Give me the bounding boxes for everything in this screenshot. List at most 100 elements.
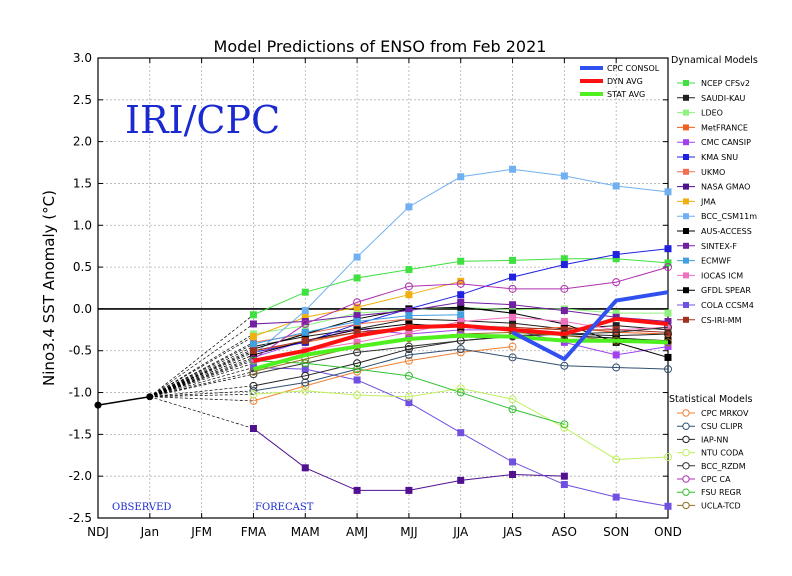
legend-marker-kma-snu [683,154,689,160]
ldeo-point [612,309,620,317]
csu-clipr-point [249,386,258,395]
legend-label: IOCAS ICM [701,271,743,280]
legend-marker-cmc-cansip [683,139,689,146]
legend-label: MetFRANCE [701,123,748,132]
forecast-label: FORECAST [255,502,314,513]
cs-iri-mm-point [301,337,309,345]
iap-nn-point [301,371,310,380]
jan-connector-line [149,348,254,398]
legend-marker-ncep-cfsv2 [683,80,689,86]
fsu-regr-point [301,359,310,368]
iocas-icm-point [353,338,361,346]
cpc-ca-point [508,284,517,293]
ntu-coda-line [253,387,669,460]
x-tick-label: JAS [502,525,522,539]
x-tick-label: JJA [452,525,469,539]
aus-access-point [509,309,517,317]
observed-line [97,395,150,406]
ecmwf-point [301,328,309,336]
jan-connector-line [149,390,254,398]
legend-marker-nasa-gmao [683,183,689,190]
sintex-f-point [353,312,361,320]
y-tick-label: -0.5 [69,344,92,358]
jma-point [301,313,309,321]
csu-clipr-point [560,361,569,370]
cola-ccsm4-point [664,502,672,510]
ecmwf-point [249,340,257,348]
y-tick-label: 0.5 [73,260,92,274]
nasa-gmao-point [509,471,517,479]
legend-label: COLA CCSM4 [701,301,754,310]
legend-marker-csu-clipr [682,422,690,430]
jan-connector-line [149,385,254,398]
legend-label: LDEO [701,109,723,118]
gfdl-spear-point [249,351,257,359]
legend-label: BCC_CSM11m [701,212,757,221]
ecmwf-point [457,311,465,319]
legend-marker-aus-access [683,228,689,234]
legend-label: CPC MRKOV [701,409,749,418]
cpc-mrkov-line [253,346,513,402]
grid-layer [98,58,668,518]
cpc-ca-point [301,319,310,328]
legend-label: CMC CANSIP [701,138,751,147]
fsu-regr-point [508,405,517,414]
jan-connector-line [149,367,254,398]
kma-snu-point [560,261,568,269]
ldeo-point [301,322,309,330]
cpc-mrkov-point [353,367,362,376]
bcc-csm11m-point [353,253,361,261]
fsu-regr-point [560,420,569,429]
sintex-f-point [301,317,309,325]
legend-label: AUS-ACCESS [701,227,752,236]
plot-frame [97,57,669,519]
y-tick-label: 1.0 [73,218,92,232]
legend-label: KMA SNU [701,153,738,162]
bcc-csm11m-point [405,203,413,211]
ncep-cfsv2-point [249,311,257,319]
legend-label: JMA [700,197,716,206]
aus-access-point [457,303,465,311]
y-tick-label: -1.5 [69,427,92,441]
bcc-rzdm-line [253,326,669,375]
cs-iri-mm-point [249,347,257,355]
cpc-mrkov-point [404,356,413,365]
legend-marker-cs-iri-mm [683,316,689,323]
cola-ccsm4-point [405,399,413,407]
jan-connector-line [149,323,254,398]
x-tick-label: JFM [190,525,212,539]
series-layer [94,165,672,510]
iap-nn-point [353,359,362,368]
jan-connector-line [149,350,254,398]
ecmwf-point [405,312,413,320]
x-tick-label: Jan [140,525,160,539]
legend-marker-cpc-ca [682,475,690,483]
kma-snu-point [664,245,672,253]
legend-label: SAUDI-KAU [701,94,746,103]
y-tick-label: 1.5 [73,176,92,190]
cs-iri-mm-point [664,328,672,336]
jan-connector-line [149,352,254,398]
jan-connector-line [149,360,254,398]
bcc-rzdm-point [353,348,362,357]
sintex-f-point [664,317,672,325]
legend-marker-cola-ccsm4 [683,302,689,308]
cpc-ca-point [560,284,569,293]
ntu-coda-point [249,390,258,399]
jan-connector-line [149,373,254,398]
legend-label: GFDL SPEAR [701,286,751,295]
cola-ccsm4-point [353,376,361,384]
iocas-icm-point [249,359,257,367]
cpc-consol-line [511,290,669,362]
ntu-coda-point [353,391,362,400]
legend-label: NTU CODA [701,449,744,458]
cs-iri-mm-point [509,323,517,331]
legend-statistical: Statistical Models CPC MRKOV CSU CLIPR IAP… [669,394,752,510]
iri-cpc-watermark: IRI/CPC [125,98,280,142]
csu-clipr-point [508,353,517,362]
legend-marker-ldeo [683,109,689,116]
jan-connector-line [149,362,254,398]
jma-point [353,303,361,311]
cpc-ca-point [353,298,362,307]
